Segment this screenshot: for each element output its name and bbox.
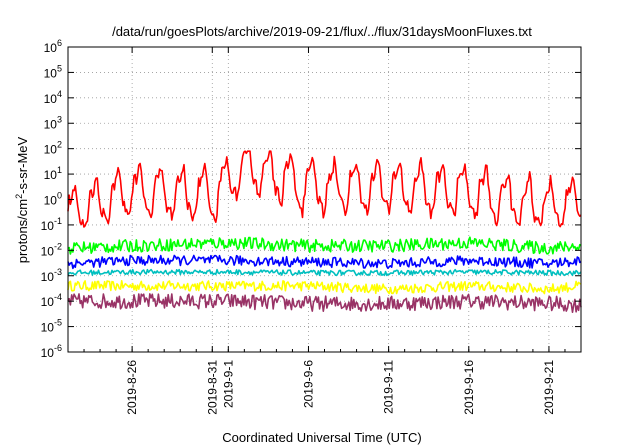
y-tick-label: 105 bbox=[44, 63, 62, 80]
y-tick-label: 10-2 bbox=[41, 241, 62, 258]
y-tick-label: 106 bbox=[44, 38, 62, 55]
y-axis-label-suffix: -s-sr-MeV bbox=[15, 136, 30, 193]
series-line bbox=[67, 236, 582, 255]
y-axis-ticks: 10-6 10-5 10-4 10-3 10-2 10-1 100 101 102 103 104 1… bbox=[41, 38, 581, 360]
series-line bbox=[67, 280, 582, 295]
x-tick-label: 2019-9-21 bbox=[542, 360, 556, 415]
x-tick-label: 2019-9-11 bbox=[382, 360, 396, 414]
y-tick-label: 100 bbox=[44, 191, 62, 208]
x-tick-label: 2019-9-16 bbox=[462, 360, 476, 415]
series-line bbox=[67, 254, 582, 270]
y-axis-label: protons/cm2-s-sr-MeV bbox=[14, 136, 30, 263]
y-axis-label-sup: 2 bbox=[14, 194, 24, 199]
x-axis-label: Coordinated Universal Time (UTC) bbox=[222, 430, 421, 445]
y-axis-label-prefix: protons/cm bbox=[15, 199, 30, 263]
chart-title: /data/run/goesPlots/archive/2019-09-21/f… bbox=[112, 24, 532, 39]
data-series bbox=[67, 150, 582, 313]
x-tick-label: 2019-8-26 bbox=[125, 360, 139, 415]
series-line bbox=[67, 150, 582, 228]
y-tick-label: 10-4 bbox=[41, 292, 62, 309]
x-axis-ticks: 2019-8-26 2019-8-31 2019-9-1 2019-9-6 2019-9… bbox=[67, 47, 582, 415]
series-line bbox=[67, 293, 582, 313]
y-tick-label: 101 bbox=[44, 165, 62, 182]
y-tick-label: 10-6 bbox=[41, 343, 62, 360]
x-tick-label: 2019-9-6 bbox=[301, 360, 315, 408]
x-tick-label: 2019-9-1 bbox=[221, 360, 235, 408]
series-line bbox=[67, 268, 582, 277]
y-tick-label: 10-5 bbox=[41, 318, 62, 335]
y-tick-label: 10-3 bbox=[41, 267, 62, 284]
x-tick-label: 2019-8-31 bbox=[205, 360, 219, 415]
y-tick-label: 102 bbox=[44, 140, 62, 157]
y-tick-label: 104 bbox=[44, 89, 62, 106]
y-tick-label: 103 bbox=[44, 114, 62, 131]
y-tick-label: 10-1 bbox=[41, 216, 62, 233]
